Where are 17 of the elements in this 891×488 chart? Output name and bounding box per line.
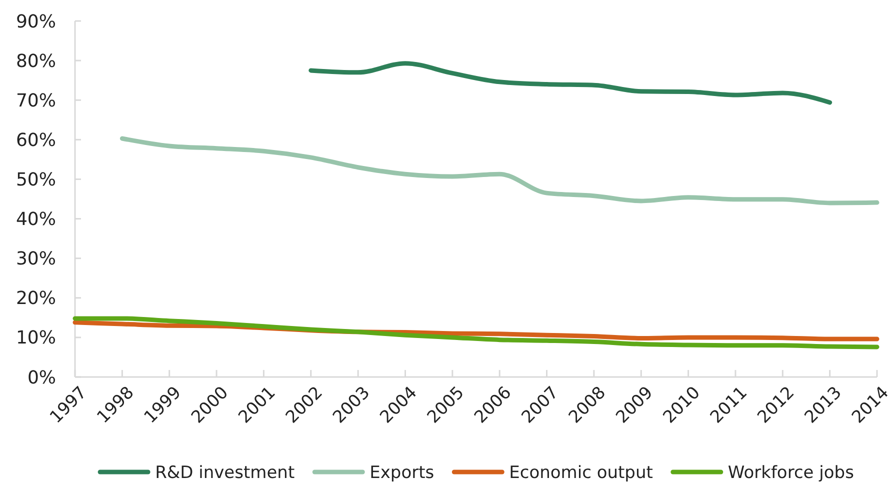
y-tick-label: 90% [16, 11, 56, 32]
y-tick-label: 30% [16, 248, 56, 270]
y-tick-label: 60% [16, 130, 56, 151]
y-tick-label: 70% [16, 90, 56, 112]
y-tick-label: 0% [27, 367, 56, 388]
y-tick-label: 40% [16, 209, 56, 230]
legend-label: Exports [370, 463, 434, 483]
y-tick-label: 10% [16, 328, 56, 349]
line-series [308, 61, 832, 105]
y-tick-label: 20% [16, 288, 56, 310]
y-tick-label: 80% [16, 50, 56, 72]
legend-label: Economic output [509, 463, 654, 483]
line-series [72, 316, 880, 350]
legend-label: Workforce jobs [728, 463, 854, 483]
line-series [120, 136, 880, 206]
y-tick-label: 50% [16, 170, 56, 191]
legend-label: R&D investment [155, 463, 295, 483]
